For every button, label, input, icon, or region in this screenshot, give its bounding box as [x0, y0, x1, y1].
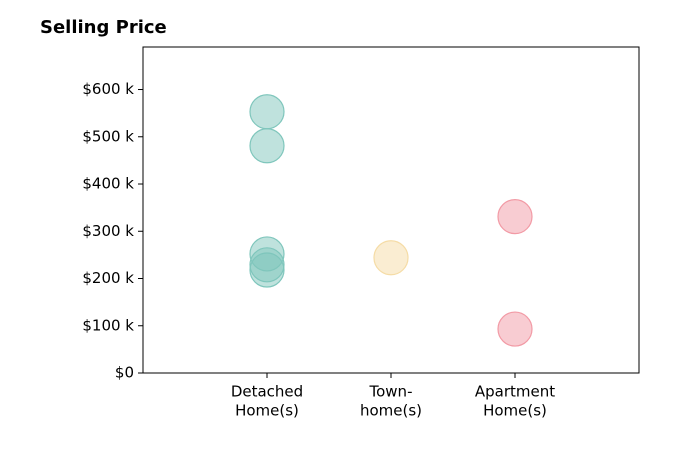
point	[497, 199, 533, 235]
x-tick-label: Apartment	[475, 383, 555, 401]
point	[373, 240, 409, 276]
y-tick-label: $300 k	[82, 222, 134, 240]
x-tick-label: Town-	[369, 383, 413, 401]
point	[249, 128, 285, 164]
y-tick-label: $500 k	[82, 127, 134, 145]
point	[497, 311, 533, 347]
y-tick-label: $200 k	[82, 269, 134, 287]
point	[249, 94, 285, 130]
x-tick-label: home(s)	[360, 402, 422, 420]
y-tick-label: $600 k	[82, 80, 134, 98]
y-tick-label: $0	[115, 364, 134, 382]
point	[249, 252, 285, 288]
x-tick-label: Home(s)	[483, 402, 547, 420]
chart-title: Selling Price	[40, 17, 167, 38]
y-tick-label: $100 k	[82, 316, 134, 334]
x-tick-label: Home(s)	[235, 402, 299, 420]
plot-frame	[142, 46, 640, 374]
y-tick-label: $400 k	[82, 175, 134, 193]
x-tick-label: Detached	[231, 383, 303, 401]
